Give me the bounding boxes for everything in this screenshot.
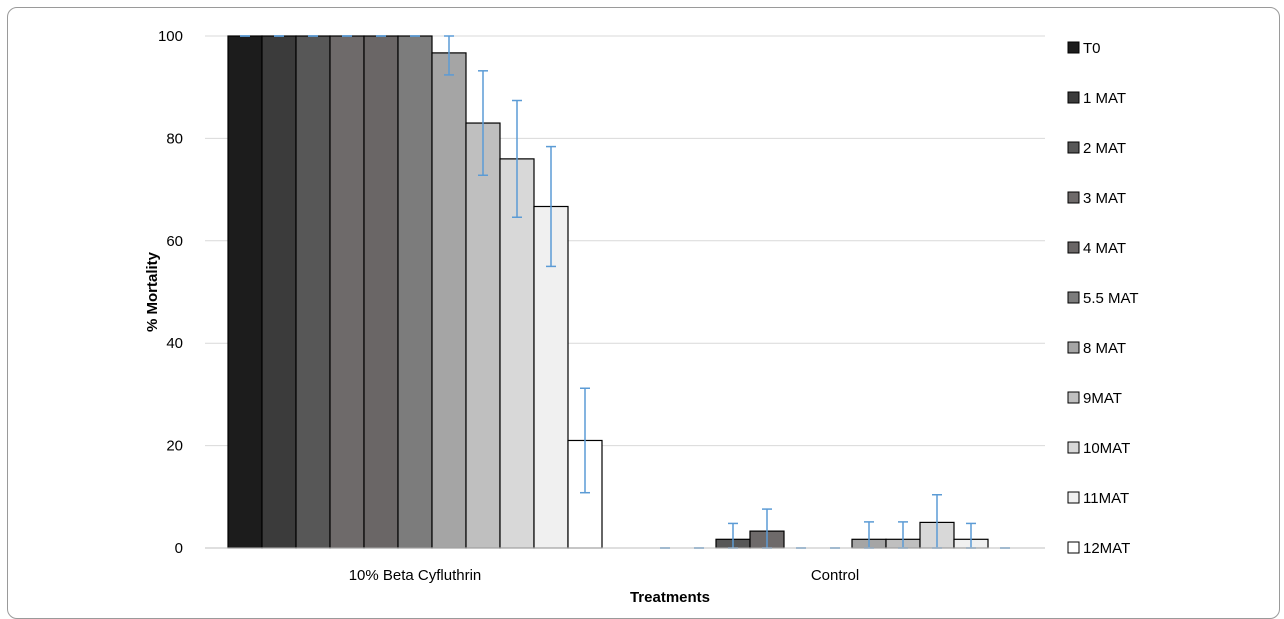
legend-label: 4 MAT [1083,240,1126,257]
y-tick-label: 60 [166,233,183,250]
legend-swatch [1067,241,1080,254]
x-axis-ticks: 10% Beta Cyfluthrin Control [349,567,859,584]
legend-swatch [1067,341,1080,354]
x-tick-label: 10% Beta Cyfluthrin [349,567,482,584]
bar [397,35,433,549]
bars [227,35,989,549]
legend-swatch [1067,491,1080,504]
legend-label: 3 MAT [1083,190,1126,207]
legend-label: 11MAT [1083,490,1129,507]
y-axis-ticks: 0 20 40 60 80 100 [158,28,183,557]
bar [261,35,297,549]
x-axis-title: Treatments [630,589,710,606]
legend-label: 8 MAT [1083,340,1126,357]
y-axis-title: % Mortality [144,251,161,332]
legend-label: 10MAT [1083,440,1130,457]
legend-label: 2 MAT [1083,140,1126,157]
legend-label: 5.5 MAT [1083,290,1139,307]
bar [431,52,467,549]
legend-label: T0 [1083,40,1101,57]
legend-swatch [1067,191,1080,204]
bar [465,122,501,549]
legend-swatch [1067,141,1080,154]
bar [329,35,365,549]
y-tick-label: 40 [166,335,183,352]
legend-swatch [1067,391,1080,404]
legend-label: 9MAT [1083,390,1122,407]
legend-swatch [1067,91,1080,104]
legend-label: 12MAT [1083,540,1130,557]
legend-swatch [1067,541,1080,554]
legend-label: 1 MAT [1083,90,1126,107]
error-bars [240,35,1010,549]
bar [295,35,331,549]
y-tick-label: 100 [158,28,183,45]
legend-swatch [1067,41,1080,54]
y-tick-label: 80 [166,130,183,147]
y-tick-label: 20 [166,438,183,455]
bar [363,35,399,549]
y-tick-label: 0 [175,540,183,557]
bar [227,35,263,549]
legend-swatch [1067,441,1080,454]
legend: T0 1 MAT 2 MAT 3 MAT 4 MAT 5.5 MAT 8 MAT 9MAT 10… [1067,40,1139,557]
legend-swatch [1067,291,1080,304]
x-tick-label: Control [811,567,859,584]
